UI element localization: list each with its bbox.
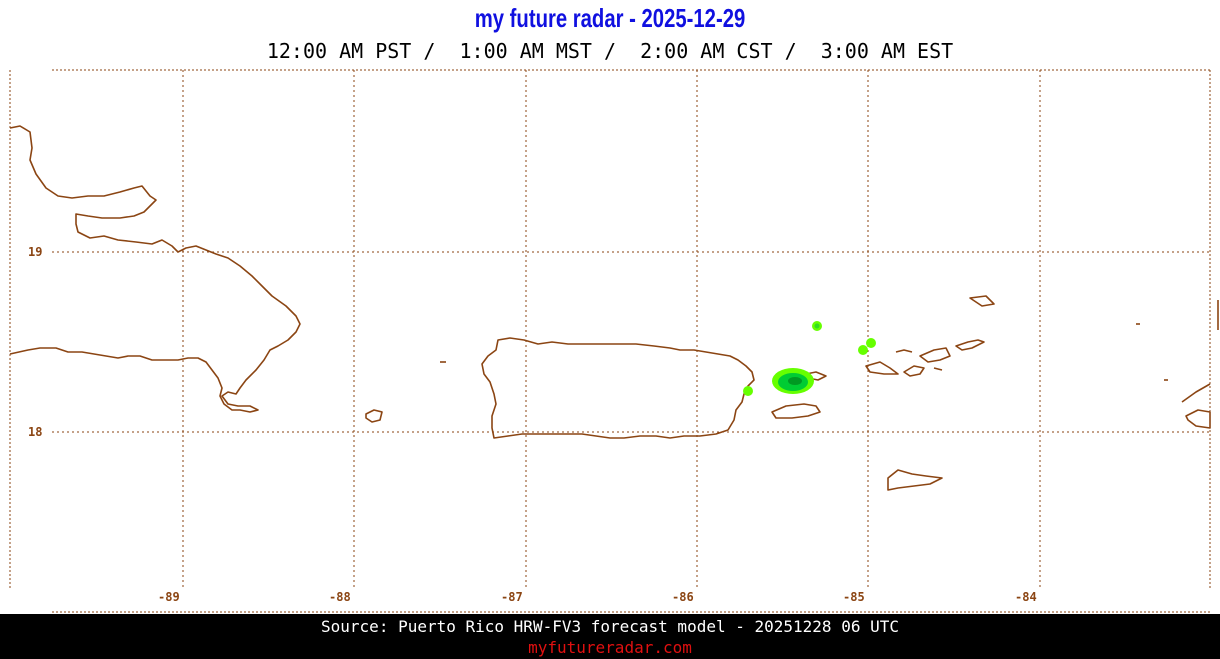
- mona-island: [365, 409, 383, 423]
- lat-labels: 19 18: [28, 245, 42, 439]
- bvi-small-3: [895, 349, 913, 353]
- bvi-small-2: [933, 367, 943, 371]
- echo-cell: [858, 345, 868, 355]
- site-link[interactable]: myfutureradar.com: [528, 638, 692, 657]
- lat-label: 18: [28, 425, 42, 439]
- leeward-coast-2: [1185, 409, 1211, 429]
- tortola-island: [919, 347, 951, 363]
- vieques-island: [771, 403, 821, 419]
- footer-bar: Source: Puerto Rico HRW-FV3 forecast mod…: [0, 614, 1220, 659]
- map-border: [9, 69, 1211, 613]
- lon-label: -86: [672, 590, 694, 604]
- puerto-rico-coast: [481, 337, 755, 439]
- echo-cell: [866, 338, 876, 348]
- lat-label: 19: [28, 245, 42, 259]
- st-john-island: [903, 365, 925, 377]
- lon-label: -84: [1015, 590, 1037, 604]
- radar-echoes: [743, 321, 876, 396]
- st-thomas-island: [865, 361, 899, 375]
- echo-cell: [788, 377, 802, 385]
- anegada-island: [969, 295, 995, 307]
- lon-label: -85: [843, 590, 865, 604]
- hispaniola-coast: [9, 125, 301, 413]
- radar-map: 19 18 -89 -88 -87 -86 -85 -84: [9, 69, 1219, 613]
- lon-labels: -89 -88 -87 -86 -85 -84: [158, 590, 1037, 604]
- page-title: my future radar - 2025-12-29: [474, 3, 746, 33]
- echo-cell: [743, 386, 753, 396]
- coastlines: [9, 125, 1219, 491]
- time-zones-line: 12:00 AM PST / 1:00 AM MST / 2:00 AM CST…: [266, 39, 954, 63]
- source-credit: Source: Puerto Rico HRW-FV3 forecast mod…: [321, 617, 899, 636]
- bvi-small-1: [955, 339, 985, 351]
- lon-label: -87: [501, 590, 523, 604]
- echo-cell: [814, 323, 820, 329]
- lon-label: -88: [329, 590, 351, 604]
- graticule: [52, 70, 1210, 590]
- st-croix-island: [887, 469, 943, 491]
- leeward-coast-1: [1181, 383, 1211, 403]
- lon-label: -89: [158, 590, 180, 604]
